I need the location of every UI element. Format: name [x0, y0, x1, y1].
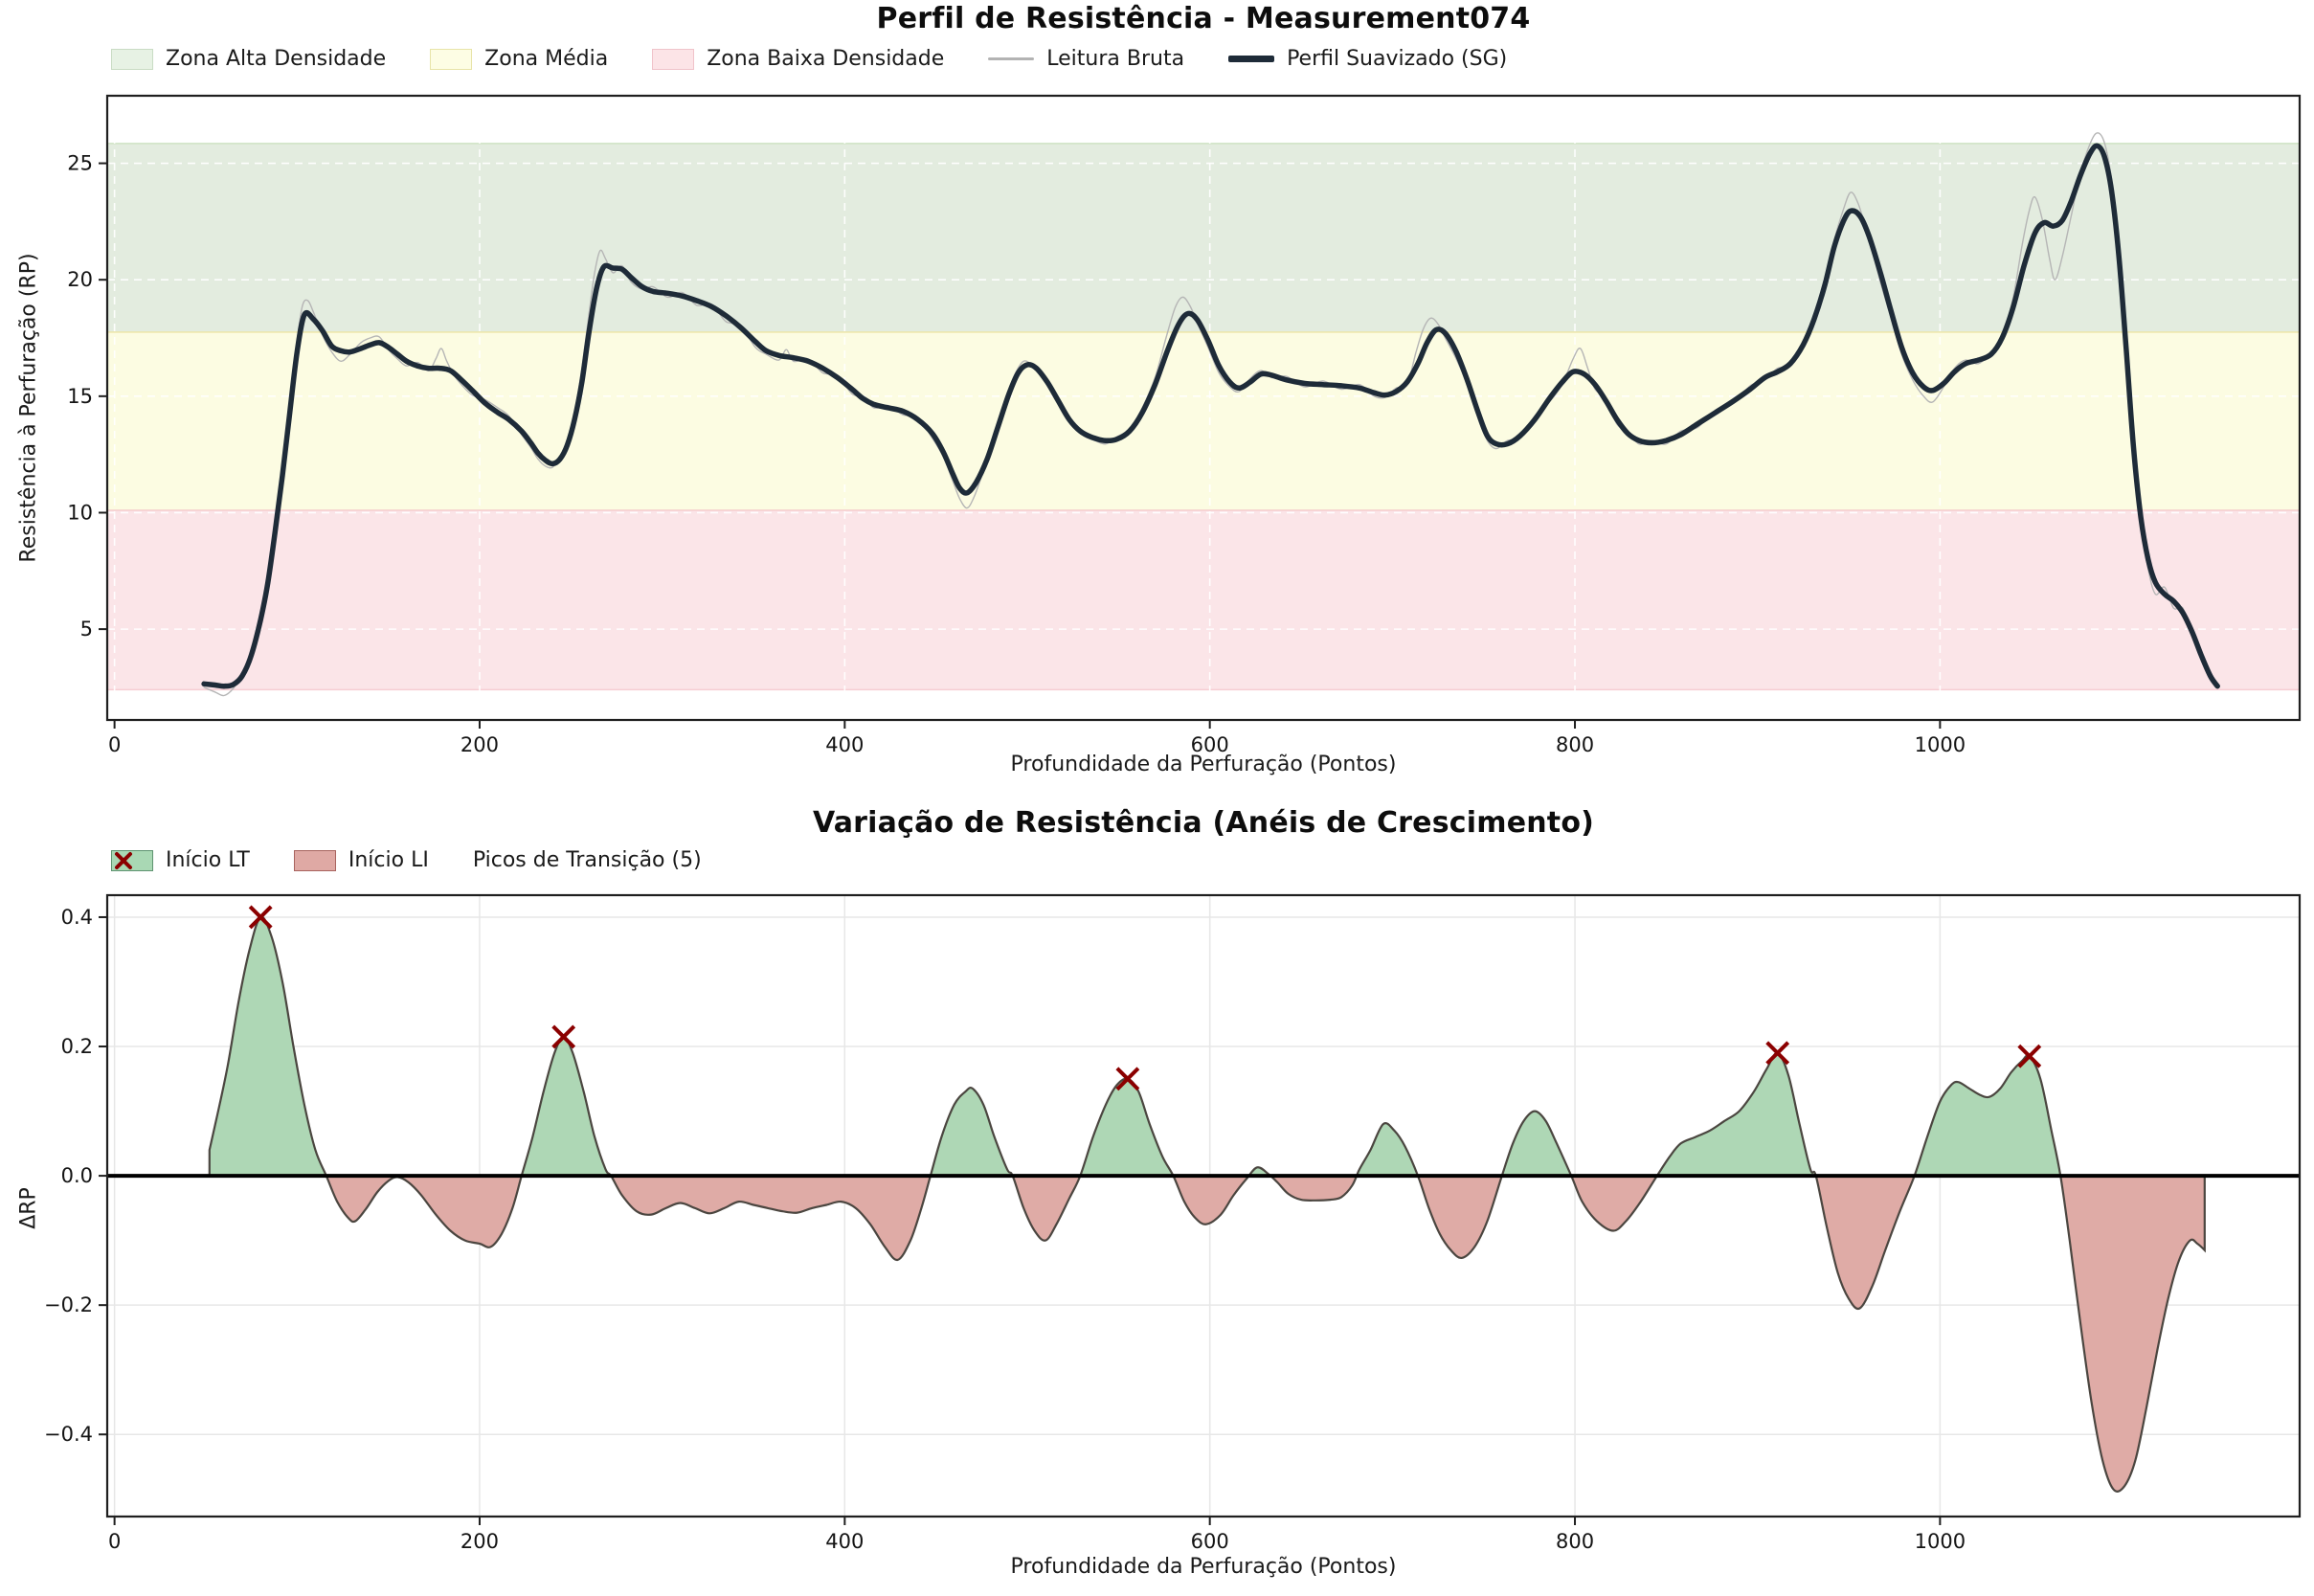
x-tick-label: 200 — [461, 1530, 499, 1553]
legend-label: Zona Média — [484, 47, 609, 71]
inicio-lt-swatch — [111, 849, 153, 871]
legend-item-perfil-suavizado: Perfil Suavizado (SG) — [1228, 47, 1507, 71]
zone-band — [106, 143, 2301, 333]
top-x-axis-label: Profundidade da Perfuração (Pontos) — [1010, 753, 1397, 776]
y-tick-label: 0.2 — [61, 1035, 93, 1058]
zone-band — [106, 331, 2301, 511]
perfil-suavizado-line-swatch — [1228, 56, 1275, 62]
delta-area-negative — [209, 1176, 2205, 1492]
x-tick-label: 0 — [108, 1530, 121, 1553]
x-tick-label: 0 — [108, 733, 121, 756]
zone-band — [106, 509, 2301, 691]
legend-label: Zona Baixa Densidade — [707, 47, 945, 71]
transition-peak-marker — [551, 1024, 576, 1049]
legend-item-zona-baixa: Zona Baixa Densidade — [652, 47, 944, 71]
y-tick-label: 5 — [80, 618, 93, 641]
x-tick-label: 400 — [825, 1530, 864, 1553]
legend-label: Início LI — [348, 848, 429, 872]
y-tick-label: 10 — [67, 501, 93, 524]
bottom-chart-legend: Início LT Início LI Picos de Transição (… — [111, 848, 702, 872]
zona-baixa-swatch — [652, 48, 695, 70]
top-chart-legend: Zona Alta Densidade Zona Média Zona Baix… — [111, 47, 1507, 71]
series-smoothed-line — [201, 143, 2220, 689]
legend-label: Início LT — [166, 848, 250, 872]
delta-area-positive — [209, 916, 2061, 1177]
x-tick-label: 800 — [1556, 733, 1594, 756]
x-tick-label: 600 — [1191, 1530, 1229, 1553]
x-tick-label: 800 — [1556, 1530, 1594, 1553]
bottom-x-axis-label: Profundidade da Perfuração (Pontos) — [1010, 1555, 1397, 1579]
y-tick-label: 0.4 — [61, 906, 93, 929]
x-tick-label: 600 — [1191, 733, 1229, 756]
y-tick-label: 0.0 — [61, 1164, 93, 1187]
bottom-chart-title: Variação de Resistência (Anéis de Cresci… — [812, 806, 1595, 840]
legend-item-inicio-lt: Início LT — [111, 848, 250, 872]
x-marker-icon — [115, 852, 132, 869]
transition-peak-marker — [1115, 1067, 1140, 1091]
legend-item-zona-alta: Zona Alta Densidade — [111, 47, 386, 71]
legend-item-zona-media: Zona Média — [430, 47, 608, 71]
y-tick-label: −0.4 — [44, 1423, 93, 1446]
y-tick-label: 15 — [67, 385, 93, 408]
y-tick-label: 25 — [67, 152, 93, 175]
transition-peak-marker — [1765, 1041, 1790, 1066]
legend-label: Leitura Bruta — [1046, 47, 1185, 71]
legend-label: Zona Alta Densidade — [166, 47, 387, 71]
transition-peak-marker — [248, 905, 273, 930]
legend-item-picos-transicao: Picos de Transição (5) — [115, 848, 702, 872]
axes-spines — [105, 94, 2302, 722]
leitura-bruta-line-swatch — [988, 57, 1035, 60]
x-tick-label: 200 — [461, 733, 499, 756]
y-tick-label: −0.2 — [44, 1293, 93, 1316]
x-tick-label: 400 — [825, 733, 864, 756]
legend-label: Picos de Transição (5) — [472, 848, 702, 872]
x-tick-label: 1000 — [1915, 1530, 1966, 1553]
legend-label: Perfil Suavizado (SG) — [1287, 47, 1508, 71]
legend-item-leitura-bruta: Leitura Bruta — [988, 47, 1184, 71]
transition-peak-marker — [2017, 1044, 2042, 1068]
legend-item-inicio-li: Início LI — [293, 848, 429, 872]
axes-spines — [105, 893, 2302, 1518]
inicio-li-swatch — [293, 849, 336, 871]
y-tick-label: 20 — [67, 268, 93, 291]
zona-media-swatch — [430, 48, 473, 70]
top-chart-title: Perfil de Resistência - Measurement074 — [876, 2, 1531, 35]
zona-alta-swatch — [111, 48, 153, 70]
x-tick-label: 1000 — [1915, 733, 1966, 756]
